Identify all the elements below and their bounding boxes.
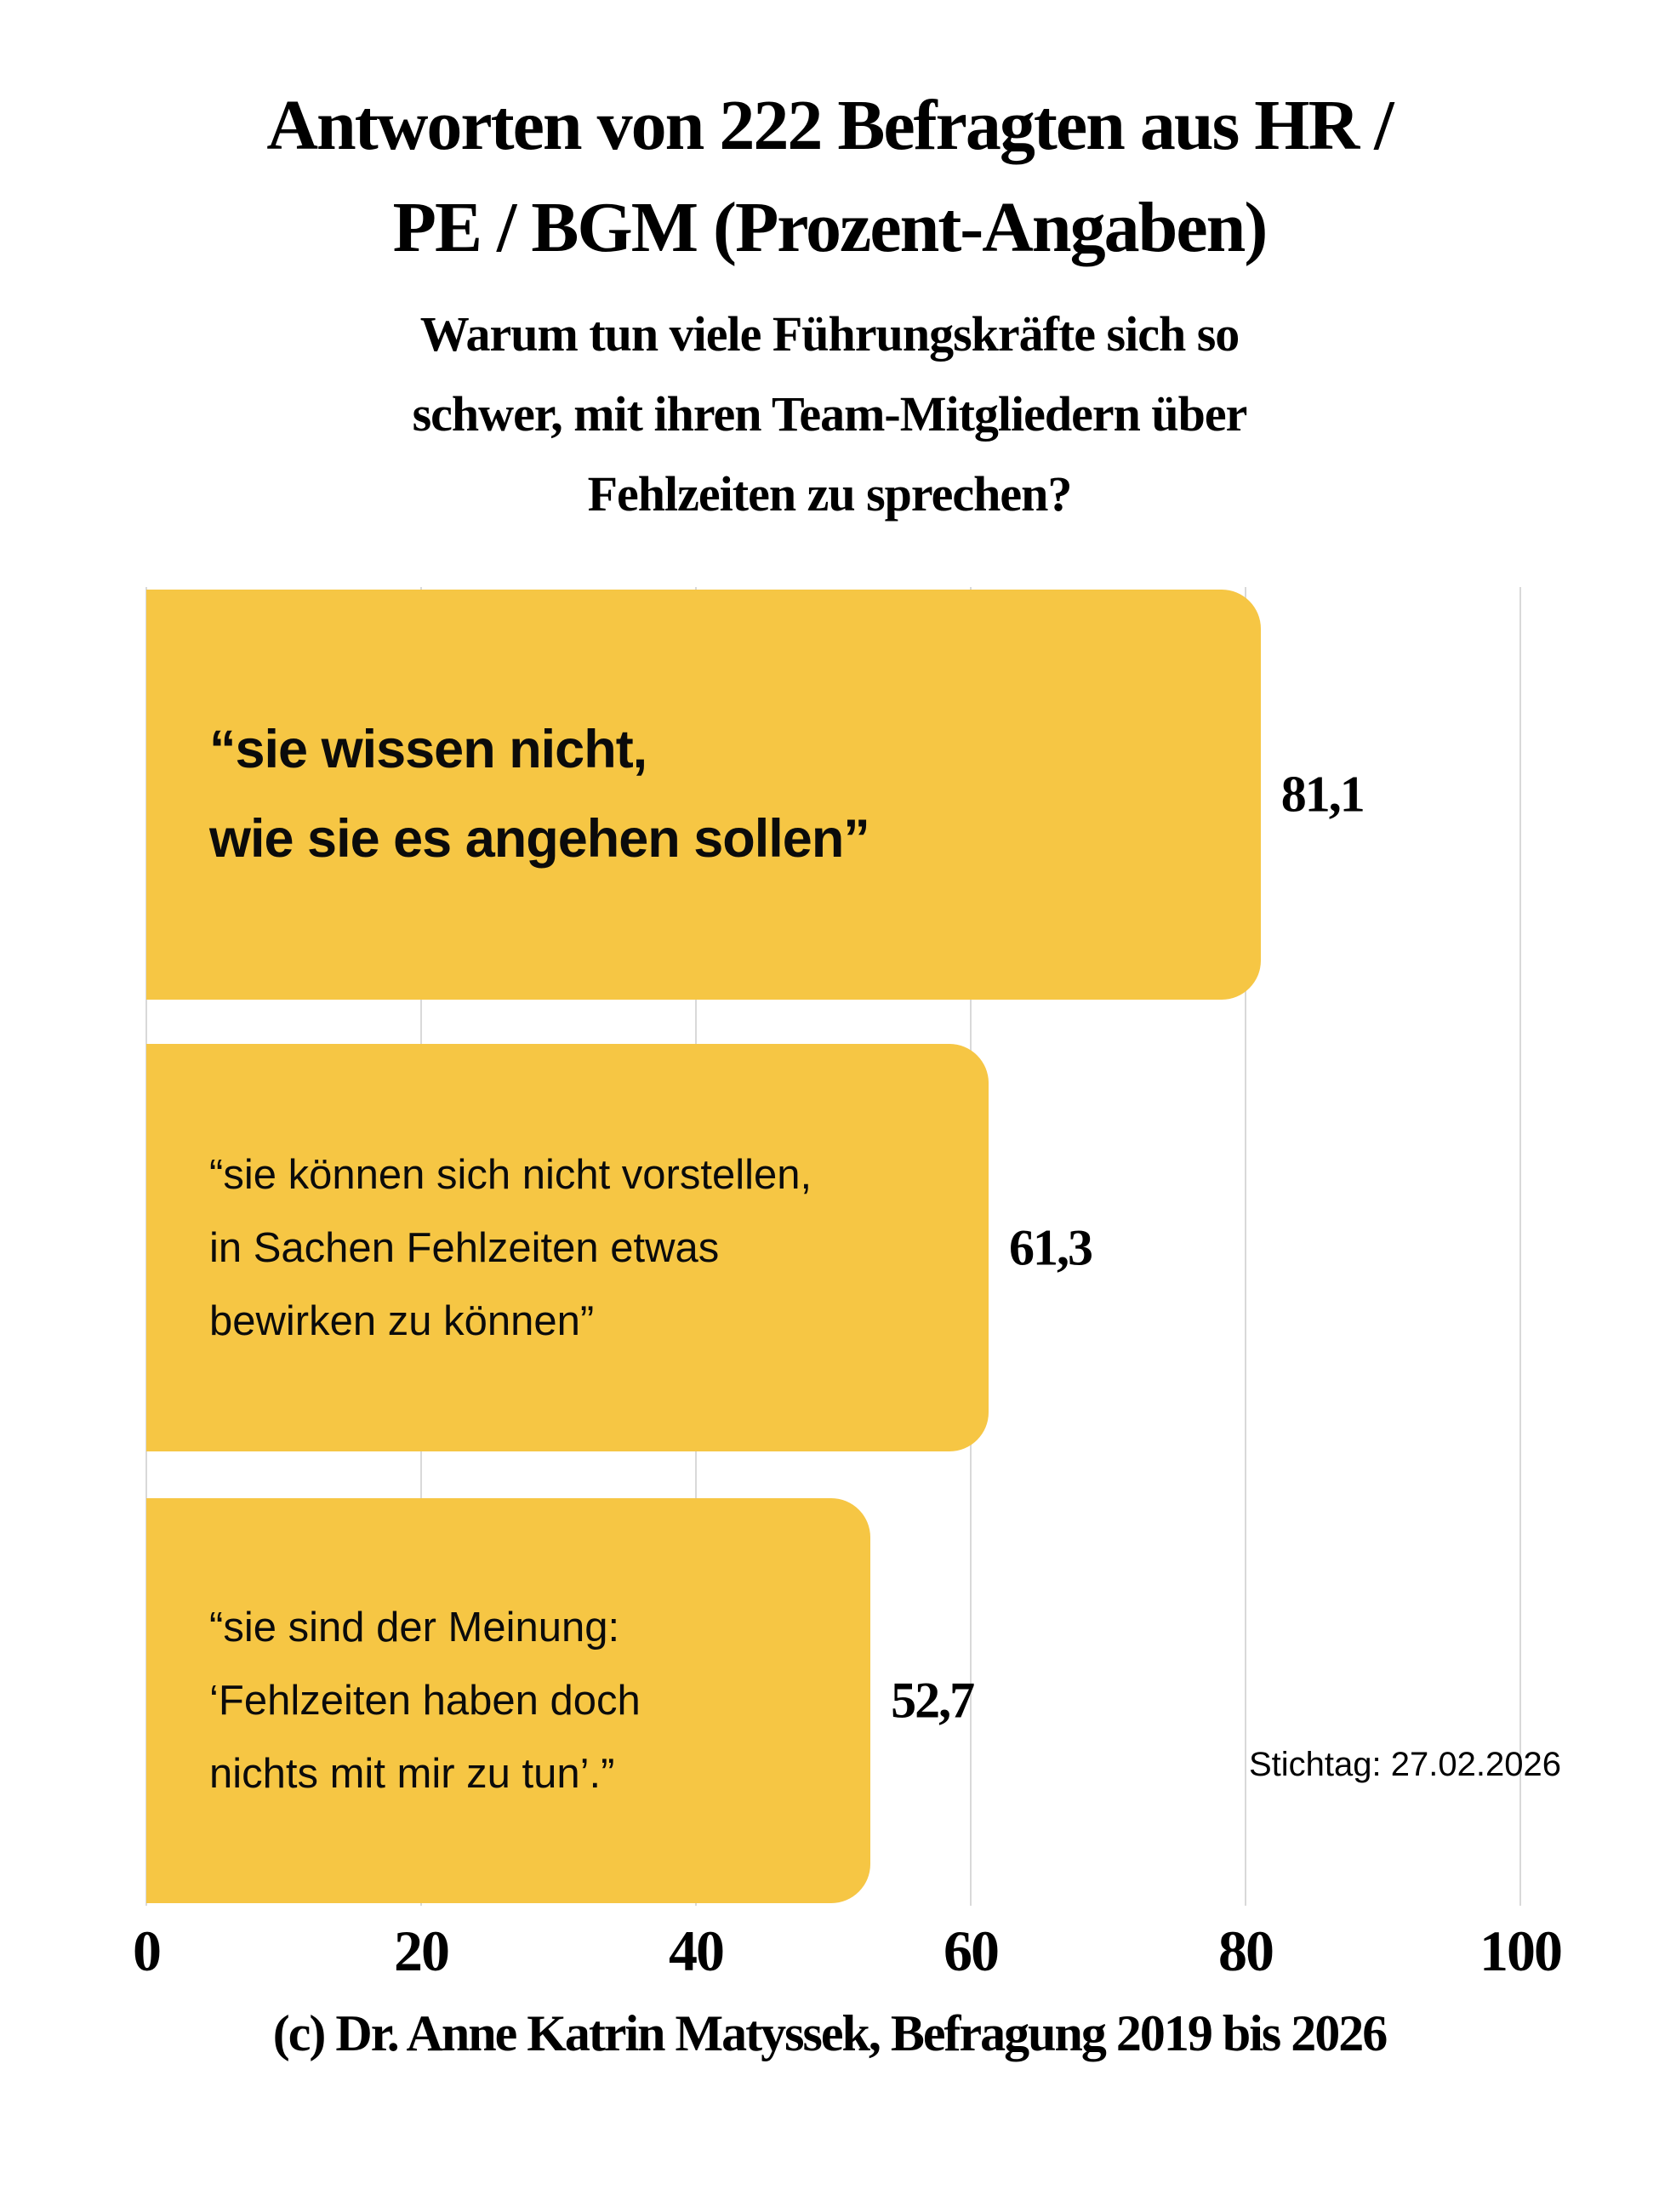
title-line-2: PE / BGM (Prozent-Angaben) xyxy=(392,188,1268,267)
gridline-100 xyxy=(1519,587,1521,1906)
subtitle-line-2: schwer, mit ihren Team-Mitgliedern über xyxy=(412,386,1248,442)
x-tick-40: 40 xyxy=(669,1918,725,1983)
chart-subtitle: Warum tun viele Führungskräfte sich so s… xyxy=(0,294,1659,534)
x-tick-0: 0 xyxy=(133,1918,162,1983)
subtitle-line-1: Warum tun viele Führungskräfte sich so xyxy=(419,306,1240,362)
bar-row-1: “sie wissen nicht, wie sie es angehen so… xyxy=(146,590,1520,1000)
bar-label-line: “sie wissen nicht, xyxy=(209,720,647,779)
x-axis: 0 20 40 60 80 100 xyxy=(133,1913,1563,1993)
bar-sie-koennen-sich-nicht-vorstellen: “sie können sich nicht vorstellen, in Sa… xyxy=(146,1044,989,1451)
header: Antworten von 222 Befragten aus HR / PE … xyxy=(0,75,1659,534)
bar-row-2: “sie können sich nicht vorstellen, in Sa… xyxy=(146,1044,1520,1451)
bar-sie-sind-der-meinung: “sie sind der Meinung: ‘Fehlzeiten haben… xyxy=(146,1498,871,1903)
bar-value-label: 81,1 xyxy=(1280,766,1365,823)
subtitle-line-3: Fehlzeiten zu sprechen? xyxy=(587,466,1073,522)
plot-area: “sie wissen nicht, wie sie es angehen so… xyxy=(145,587,1521,1906)
x-tick-20: 20 xyxy=(394,1918,450,1983)
bar-label-line: in Sachen Fehlzeiten etwas xyxy=(209,1224,720,1271)
chart-title: Antworten von 222 Befragten aus HR / PE … xyxy=(0,75,1659,279)
bar-sie-wissen-nicht: “sie wissen nicht, wie sie es angehen so… xyxy=(146,590,1261,1000)
footer-credit: (c) Dr. Anne Katrin Matyssek, Befragung … xyxy=(272,2005,1388,2061)
bar-label-line: nichts mit mir zu tun’.” xyxy=(209,1751,615,1797)
bar-label-line: wie sie es angehen sollen” xyxy=(209,809,870,869)
x-tick-60: 60 xyxy=(944,1918,1000,1983)
gridline-80 xyxy=(1245,587,1246,1906)
x-tick-100: 100 xyxy=(1479,1918,1563,1983)
stichtag-annotation: Stichtag: 27.02.2026 xyxy=(1249,1746,1561,1783)
bar-row-3: “sie sind der Meinung: ‘Fehlzeiten haben… xyxy=(146,1498,1520,1903)
bar-value-label: 52,7 xyxy=(891,1672,975,1729)
bar-value-label: 61,3 xyxy=(1008,1219,1093,1275)
bar-label-line: bewirken zu können” xyxy=(209,1297,595,1344)
x-tick-80: 80 xyxy=(1218,1918,1274,1983)
title-line-1: Antworten von 222 Befragten aus HR / xyxy=(266,86,1394,165)
bar-label-line: “sie sind der Meinung: xyxy=(209,1605,620,1650)
bar-label-line: “sie können sich nicht vorstellen, xyxy=(209,1151,812,1198)
bar-label-line: ‘Fehlzeiten haben doch xyxy=(209,1678,641,1724)
